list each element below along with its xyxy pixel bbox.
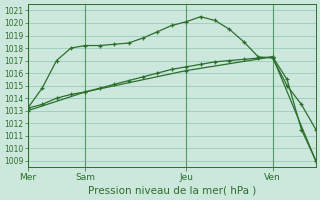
X-axis label: Pression niveau de la mer( hPa ): Pression niveau de la mer( hPa ) [88,186,256,196]
